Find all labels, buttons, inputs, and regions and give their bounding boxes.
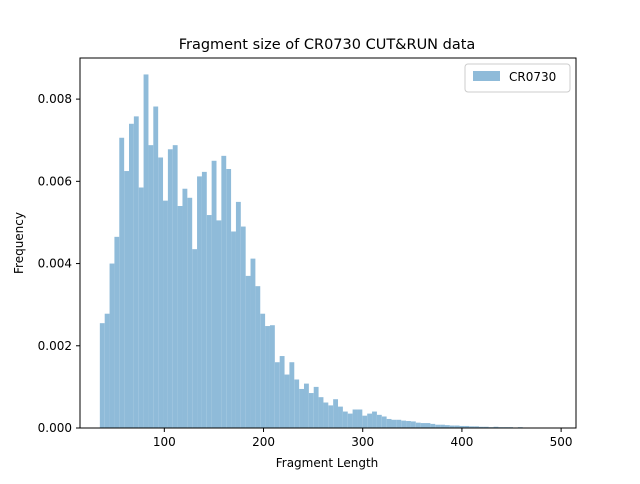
histogram-bar xyxy=(119,138,124,428)
histogram-bar xyxy=(372,412,377,428)
histogram-bar xyxy=(173,145,178,428)
histogram-bar xyxy=(178,206,183,428)
histogram-bar xyxy=(401,421,406,428)
x-tick-label: 300 xyxy=(351,435,374,449)
legend: CR0730 xyxy=(465,64,570,92)
histogram-bar xyxy=(221,156,226,428)
y-tick-label: 0.002 xyxy=(38,339,72,353)
histogram-bar xyxy=(207,215,212,428)
histogram-bar xyxy=(396,420,401,428)
chart-title: Fragment size of CR0730 CUT&RUN data xyxy=(179,37,476,53)
x-axis-label: Fragment Length xyxy=(276,456,379,470)
histogram-bar xyxy=(246,276,251,428)
histogram-bar xyxy=(192,249,197,428)
histogram-bar xyxy=(275,362,280,428)
histogram-bar xyxy=(426,423,431,428)
histogram-bar xyxy=(348,414,353,428)
histogram-bar xyxy=(285,375,290,428)
histogram-bar xyxy=(197,176,202,428)
histogram-bar xyxy=(280,356,285,428)
histogram-bar xyxy=(124,171,129,428)
histogram-bar xyxy=(158,157,163,428)
histogram-bar xyxy=(377,415,382,428)
bars-layer xyxy=(100,74,567,428)
histogram-bar xyxy=(328,405,333,428)
histogram-bar xyxy=(421,423,426,428)
histogram-bar xyxy=(182,189,187,428)
histogram-bar xyxy=(226,169,231,428)
histogram-bar xyxy=(187,198,192,428)
histogram-bar xyxy=(319,397,324,428)
y-tick-label: 0.004 xyxy=(38,257,72,271)
histogram-bar xyxy=(333,399,338,428)
legend-swatch xyxy=(473,71,500,81)
legend-label: CR0730 xyxy=(509,70,556,84)
histogram-bar xyxy=(323,403,328,428)
histogram-bar xyxy=(353,410,358,429)
y-tick-label: 0.008 xyxy=(38,92,72,106)
histogram-bar xyxy=(251,259,256,428)
histogram-bar xyxy=(168,149,173,428)
histogram-bar xyxy=(110,264,115,428)
histogram-bar xyxy=(163,201,168,428)
histogram-bar xyxy=(338,407,343,428)
histogram-bar xyxy=(105,314,110,428)
histogram-bar xyxy=(241,227,246,428)
histogram-bar xyxy=(148,145,153,428)
histogram-bar xyxy=(289,362,294,428)
histogram-bar xyxy=(236,202,241,428)
histogram-bar xyxy=(260,314,265,428)
histogram-bar xyxy=(430,424,435,428)
histogram-bar xyxy=(270,325,275,428)
histogram-bar xyxy=(212,161,217,428)
histogram-bar xyxy=(202,172,207,428)
histogram-bar xyxy=(231,231,236,428)
histogram-bar xyxy=(304,384,309,428)
histogram-bar xyxy=(382,416,387,428)
histogram-bar xyxy=(216,220,221,428)
histogram-bar xyxy=(134,116,139,428)
histogram-bar xyxy=(314,387,319,428)
y-tick-label: 0.000 xyxy=(38,421,72,435)
histogram-bar xyxy=(100,323,105,428)
y-axis-label: Frequency xyxy=(12,212,26,274)
histogram-bar xyxy=(387,419,392,428)
x-tick-label: 100 xyxy=(153,435,176,449)
histogram-bar xyxy=(362,416,367,428)
histogram-bar xyxy=(265,326,270,428)
histogram-bar xyxy=(299,389,304,428)
histogram-bar xyxy=(129,124,134,428)
histogram-bar xyxy=(411,421,416,428)
histogram-bar xyxy=(343,412,348,428)
x-tick-label: 400 xyxy=(450,435,473,449)
histogram-bar xyxy=(367,414,372,428)
histogram-bar xyxy=(357,410,362,429)
x-tick-label: 500 xyxy=(550,435,573,449)
histogram-bar xyxy=(416,423,421,428)
histogram-bar xyxy=(144,74,149,428)
histogram-bar xyxy=(294,379,299,428)
x-tick-label: 200 xyxy=(252,435,275,449)
histogram-bar xyxy=(255,286,260,428)
histogram-bar xyxy=(153,107,158,428)
histogram-bar xyxy=(114,237,119,428)
histogram-bar xyxy=(139,188,144,429)
histogram-bar xyxy=(406,421,411,428)
histogram-bar xyxy=(309,393,314,428)
y-tick-label: 0.006 xyxy=(38,174,72,188)
histogram-bar xyxy=(391,420,396,428)
